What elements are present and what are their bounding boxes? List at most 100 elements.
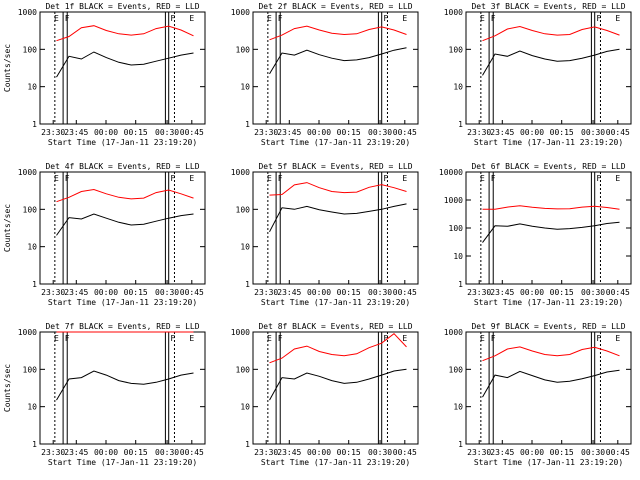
y-tick-label: 1 (32, 120, 37, 129)
x-tick-label: 00:30 (368, 288, 392, 297)
x-tick-label: 00:30 (155, 128, 179, 137)
chart-title: Det 4f BLACK = Events, RED = LLD (45, 162, 199, 171)
x-tick-label: 00:00 (94, 448, 118, 457)
event-marker-label: E (615, 14, 620, 23)
x-tick-label: 00:15 (124, 128, 148, 137)
series-line-lld (56, 188, 194, 203)
x-tick-label: 23:30 (41, 448, 65, 457)
event-marker-label: E (480, 174, 485, 183)
event-marker-label: E (480, 14, 485, 23)
y-tick-label: 1000 (18, 168, 37, 177)
y-tick-label: 1000 (18, 8, 37, 17)
event-marker-label: F (170, 334, 175, 343)
x-tick-label: 23:45 (490, 288, 514, 297)
series-line-events (56, 370, 194, 401)
y-tick-label: 100 (23, 365, 38, 374)
y-tick-label: 1000 (231, 168, 250, 177)
x-tick-label: 00:45 (606, 128, 630, 137)
plot-frame (252, 331, 419, 445)
x-tick-label: 00:30 (368, 448, 392, 457)
event-marker-label: E (54, 174, 59, 183)
x-axis-label: Start Time (17-Jan-11 23:19:20) (474, 298, 623, 307)
x-tick-label: 23:30 (467, 448, 491, 457)
event-marker-label: F (491, 174, 496, 183)
x-tick-label: 00:45 (180, 128, 204, 137)
y-tick-label: 1000 (18, 328, 37, 337)
x-tick-label: 23:45 (277, 288, 301, 297)
event-marker-label: F (596, 174, 601, 183)
plot-frame (39, 331, 206, 445)
plot-frame (39, 171, 206, 285)
x-tick-label: 00:00 (94, 128, 118, 137)
x-tick-label: 00:00 (520, 128, 544, 137)
event-marker-label: E (615, 334, 620, 343)
y-tick-label: 10 (453, 252, 463, 261)
y-axis-label: Counts/sec (3, 364, 12, 412)
event-marker-label: E (402, 174, 407, 183)
x-axis-label: Start Time (17-Jan-11 23:19:20) (261, 138, 410, 147)
y-axis-label: Counts/sec (3, 44, 12, 92)
x-tick-label: 23:30 (254, 288, 278, 297)
x-tick-label: 00:00 (307, 288, 331, 297)
series-line-events (269, 47, 407, 75)
series-line-events (56, 51, 194, 78)
x-tick-label: 00:45 (606, 288, 630, 297)
y-tick-label: 100 (449, 45, 464, 54)
chart-panel-5: Det 5f BLACK = Events, RED = LLD 1 10 100 10… (231, 162, 419, 307)
y-tick-label: 100 (23, 205, 38, 214)
plot-frame (465, 331, 632, 445)
y-tick-label: 100 (236, 365, 251, 374)
x-tick-label: 23:30 (467, 128, 491, 137)
y-tick-label: 10 (240, 83, 250, 92)
y-tick-label: 10 (453, 403, 463, 412)
series-line-lld (269, 25, 407, 41)
x-tick-label: 00:00 (520, 288, 544, 297)
x-tick-label: 00:15 (124, 448, 148, 457)
y-tick-label: 1 (458, 120, 463, 129)
event-marker-label: E (54, 334, 59, 343)
event-marker-label: F (383, 334, 388, 343)
y-tick-label: 10 (27, 403, 37, 412)
event-marker-label: F (278, 334, 283, 343)
event-marker-label: E (402, 334, 407, 343)
x-tick-label: 00:30 (155, 448, 179, 457)
y-tick-label: 1 (32, 440, 37, 449)
x-tick-label: 00:30 (581, 448, 605, 457)
plot-frame (465, 11, 632, 125)
chart-panel-8: Det 8f BLACK = Events, RED = LLD 1 10 100 10… (231, 322, 419, 467)
plot-frame (252, 171, 419, 285)
x-axis-label: Start Time (17-Jan-11 23:19:20) (48, 138, 197, 147)
event-marker-label: F (65, 174, 70, 183)
y-tick-label: 1000 (231, 328, 250, 337)
y-tick-label: 1000 (444, 328, 463, 337)
event-marker-label: E (189, 14, 194, 23)
x-tick-label: 00:45 (180, 448, 204, 457)
x-tick-label: 00:00 (307, 448, 331, 457)
series-line-lld (482, 25, 620, 42)
series-line-events (482, 221, 620, 243)
event-marker-label: E (267, 334, 272, 343)
x-axis-label: Start Time (17-Jan-11 23:19:20) (48, 298, 197, 307)
x-tick-label: 23:30 (254, 128, 278, 137)
event-marker-label: E (189, 334, 194, 343)
event-marker-label: E (189, 174, 194, 183)
event-marker-label: F (383, 174, 388, 183)
y-tick-label: 1 (245, 120, 250, 129)
x-axis-label: Start Time (17-Jan-11 23:19:20) (474, 138, 623, 147)
y-tick-label: 10 (27, 83, 37, 92)
plot-frame (39, 11, 206, 125)
series-line-lld (56, 25, 194, 42)
chart-title: Det 3f BLACK = Events, RED = LLD (471, 2, 625, 11)
series-line-events (269, 203, 407, 233)
x-tick-label: 23:45 (277, 128, 301, 137)
series-line-events (482, 48, 620, 76)
x-tick-label: 00:45 (606, 448, 630, 457)
event-marker-label: F (596, 14, 601, 23)
y-tick-label: 10000 (439, 168, 463, 177)
x-tick-label: 00:15 (337, 128, 361, 137)
event-marker-label: F (596, 334, 601, 343)
event-marker-label: E (615, 174, 620, 183)
x-tick-label: 00:15 (550, 448, 574, 457)
event-marker-label: F (383, 14, 388, 23)
x-tick-label: 23:45 (277, 448, 301, 457)
